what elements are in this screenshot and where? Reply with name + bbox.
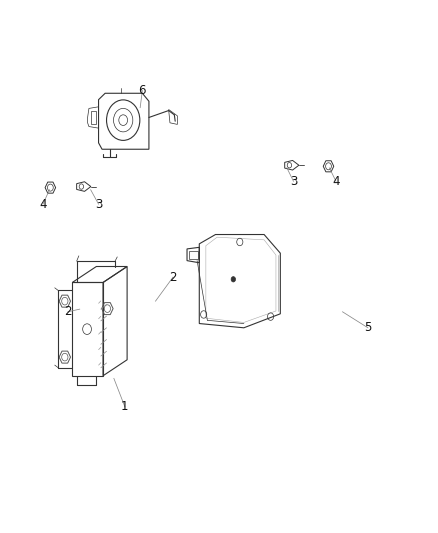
Text: 3: 3 — [95, 198, 102, 211]
Text: 1: 1 — [121, 400, 129, 413]
Text: 6: 6 — [138, 84, 146, 97]
Text: 5: 5 — [364, 321, 371, 334]
Bar — [91, 111, 96, 124]
Text: 2: 2 — [169, 271, 177, 284]
Bar — [189, 251, 198, 259]
Text: 2: 2 — [64, 305, 72, 318]
Text: 4: 4 — [332, 175, 340, 188]
Text: 3: 3 — [290, 175, 297, 188]
Text: 4: 4 — [39, 198, 47, 211]
Circle shape — [231, 277, 236, 282]
